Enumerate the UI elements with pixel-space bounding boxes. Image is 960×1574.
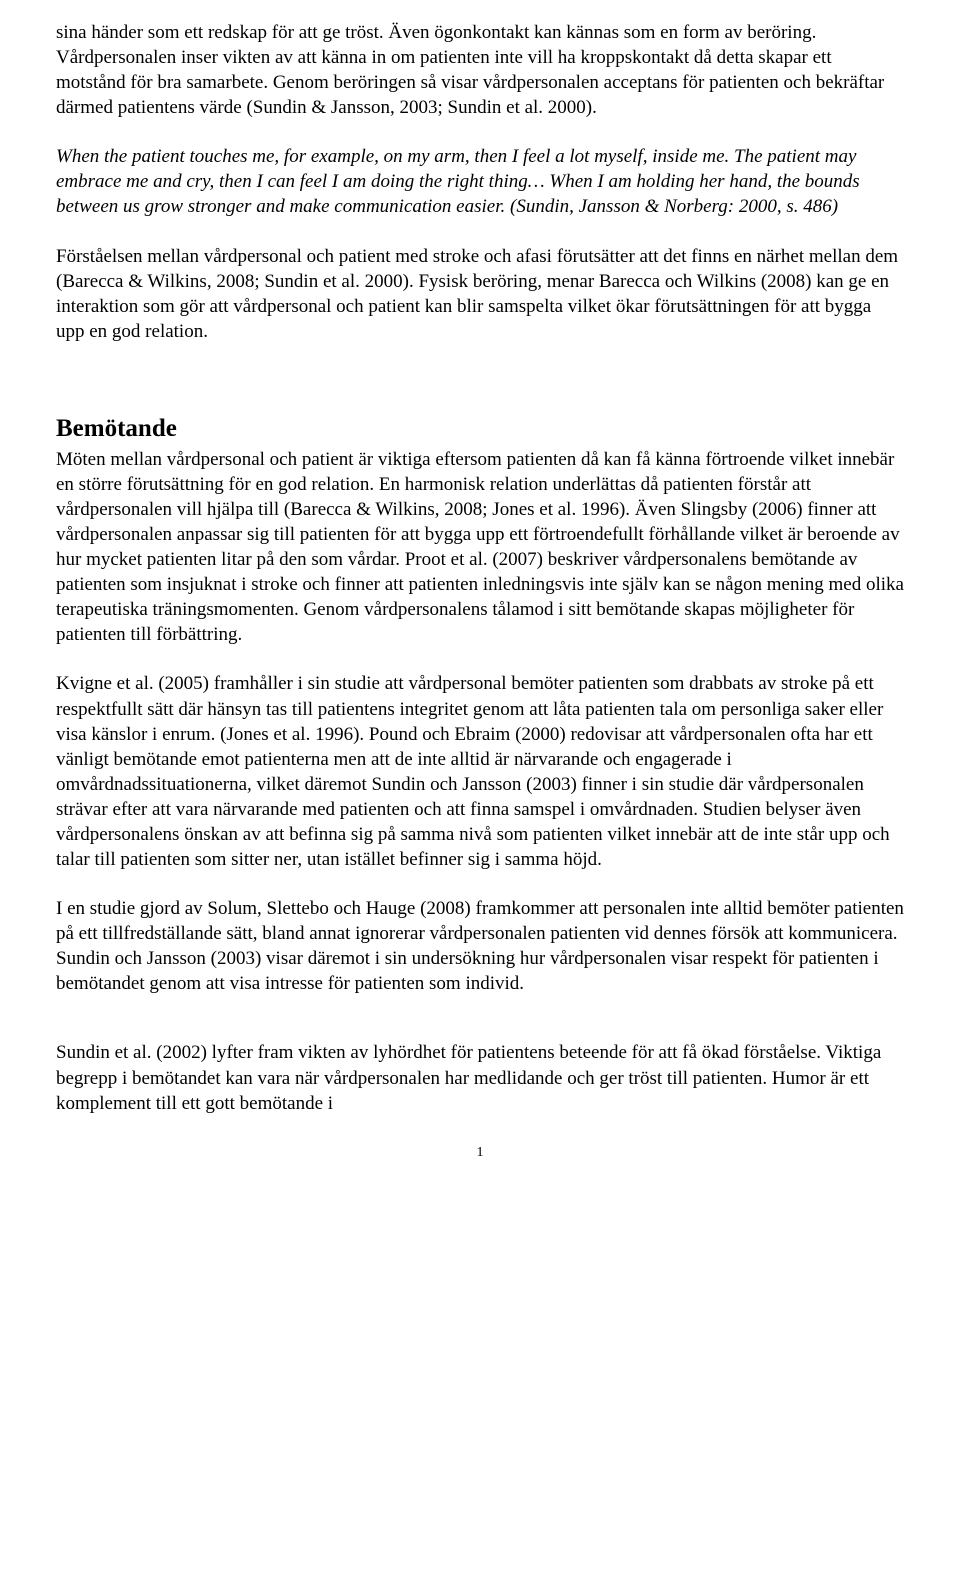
- paragraph-5: Kvigne et al. (2005) framhåller i sin st…: [56, 671, 904, 872]
- page-number: 1: [56, 1144, 904, 1162]
- paragraph-4: Möten mellan vårdpersonal och patient är…: [56, 447, 904, 648]
- paragraph-7: Sundin et al. (2002) lyfter fram vikten …: [56, 1040, 904, 1115]
- paragraph-6: I en studie gjord av Solum, Slettebo och…: [56, 896, 904, 996]
- paragraph-3: Förståelsen mellan vårdpersonal och pati…: [56, 244, 904, 344]
- heading-bemotande: Bemötande: [56, 412, 904, 445]
- paragraph-1: sina händer som ett redskap för att ge t…: [56, 20, 904, 120]
- paragraph-quote: When the patient touches me, for example…: [56, 144, 904, 219]
